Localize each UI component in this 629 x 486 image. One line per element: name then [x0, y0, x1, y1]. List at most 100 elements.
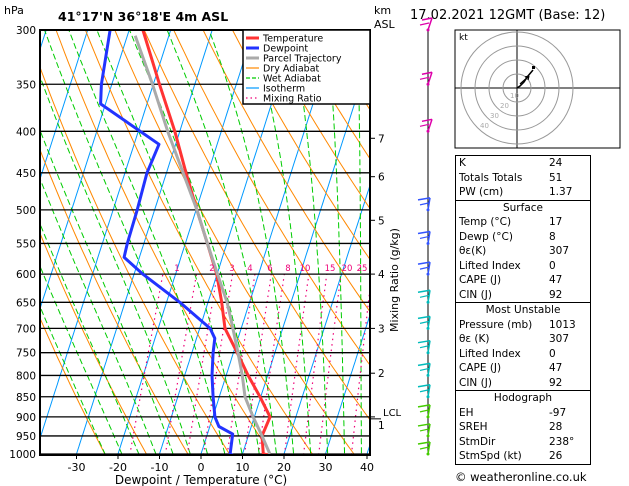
height-tick-label: 2 [378, 368, 385, 380]
barb-flag [417, 197, 431, 201]
barb-shaft [427, 119, 433, 132]
x-axis-title: Dewpoint / Temperature (°C) [115, 473, 287, 486]
barb-flag [419, 235, 430, 240]
barb-flag [417, 362, 431, 367]
dry-adiabat-line [55, 30, 273, 455]
hodograph-ring [502, 73, 532, 103]
barb-dot [426, 28, 430, 32]
background-lines [0, 6, 370, 472]
index-key: CIN (J) [459, 376, 492, 389]
indices-table: K 24 Totals Totals 51 PW (cm) 1.37 Surface … [455, 155, 591, 465]
hodograph-ring [488, 59, 546, 117]
legend-label: Parcel Trajectory [263, 54, 342, 65]
index-row: SREH 28 [456, 420, 590, 435]
hodograph-ring [474, 45, 560, 131]
barb-dot [426, 326, 430, 330]
wet-adiabat-line [326, 30, 346, 455]
barb-dot [426, 415, 430, 419]
index-key: CIN (J) [459, 288, 492, 301]
barb-flag [419, 202, 430, 206]
dry-adiabat-line [40, 65, 231, 455]
barb-flag [417, 315, 431, 320]
hodograph-trace [516, 69, 534, 89]
index-row: Dewp (°C) 8 [456, 230, 590, 245]
dry-adiabat-line [40, 148, 190, 455]
isotherm-line [40, 30, 130, 311]
dewpoint-line [99, 30, 235, 455]
wet-adiabat-line [96, 30, 243, 455]
hodograph-ring-label: 30 [490, 112, 499, 120]
wind-barb [417, 423, 431, 438]
barb-dot [426, 272, 430, 276]
index-row: Lifted Index 0 [456, 259, 590, 274]
index-value: 238° [549, 435, 575, 448]
index-row: CAPE (J) 47 [456, 273, 590, 288]
wind-barb [417, 339, 431, 355]
mixing-ratio-line [257, 274, 285, 455]
isotherm-line [0, 6, 13, 472]
dry-adiabat-line [143, 30, 370, 421]
index-row: EH -97 [456, 406, 590, 421]
datetime-title: 17.02.2021 12GMT (Base: 12) [410, 8, 606, 23]
index-row: PW (cm) 1.37 [456, 185, 590, 200]
isotherm-line [40, 30, 89, 181]
wind-barb [417, 261, 431, 276]
plot-frame [39, 29, 371, 456]
index-key: EH [459, 406, 474, 419]
index-row: StmSpd (kt) 26 [456, 449, 590, 464]
height-tick-label: 7 [378, 133, 385, 145]
index-row: CIN (J) 92 [456, 288, 590, 303]
barb-dot [426, 241, 430, 245]
x-tick-label: 40 [360, 461, 374, 474]
barb-shaft [427, 316, 431, 329]
index-key: θε (K) [459, 333, 490, 345]
wind-barb [417, 230, 431, 245]
dry-adiabat-line [290, 30, 370, 160]
pressure-tick-label: 550 [16, 238, 36, 250]
x-tick-label: -30 [68, 461, 86, 474]
profile-series [99, 30, 272, 455]
x-tick-label: -10 [151, 461, 169, 474]
barb-dot [426, 395, 430, 399]
barb-shaft [427, 290, 431, 303]
barb-dot [426, 208, 430, 212]
wet-adiabat-line [40, 128, 174, 455]
pressure-tick-label: 500 [16, 205, 36, 217]
index-value: 26 [549, 450, 563, 462]
barb-dot [426, 434, 430, 438]
barb-shaft [427, 340, 431, 353]
wind-barb [417, 362, 431, 377]
section-title: Hodograph [493, 392, 553, 404]
section-title: Most Unstable [485, 304, 561, 316]
legend-label: Isotherm [263, 84, 305, 95]
pressure-tick-label: 900 [16, 412, 36, 424]
temperature-line [141, 30, 272, 455]
wind-barb [419, 71, 433, 86]
wind-barb [417, 289, 431, 304]
barb-flag [421, 118, 433, 123]
pressure-unit-label: hPa [4, 4, 24, 17]
legend-label: Dry Adiabat [263, 64, 320, 75]
index-key: Dewp (°C) [459, 230, 513, 243]
location-title: 41°17'N 36°18'E 4m ASL [58, 9, 229, 24]
pressure-tick-label: 950 [16, 431, 36, 443]
wet-adiabat-line [40, 177, 157, 455]
isotherm-line [241, 53, 370, 455]
pressure-tick-label: 450 [16, 168, 36, 180]
barb-flag [417, 423, 431, 427]
asl-label: ASL [374, 18, 395, 31]
pressure-tick-label: 1000 [9, 449, 36, 461]
mixing-ratio-label: 2 [209, 264, 214, 274]
wet-adiabat-line [40, 264, 123, 455]
dry-adiabat-line [114, 30, 356, 455]
barb-flag [419, 367, 430, 372]
wet-adiabat-line [40, 305, 106, 455]
wind-barb [419, 118, 433, 133]
barb-dot [426, 82, 430, 86]
wet-adiabat-line [128, 30, 260, 455]
index-value: 8 [549, 230, 556, 243]
barb-flag [417, 289, 431, 294]
index-value: 1.37 [549, 186, 573, 198]
wind-barb [417, 404, 431, 419]
dry-adiabat-line [173, 30, 370, 366]
